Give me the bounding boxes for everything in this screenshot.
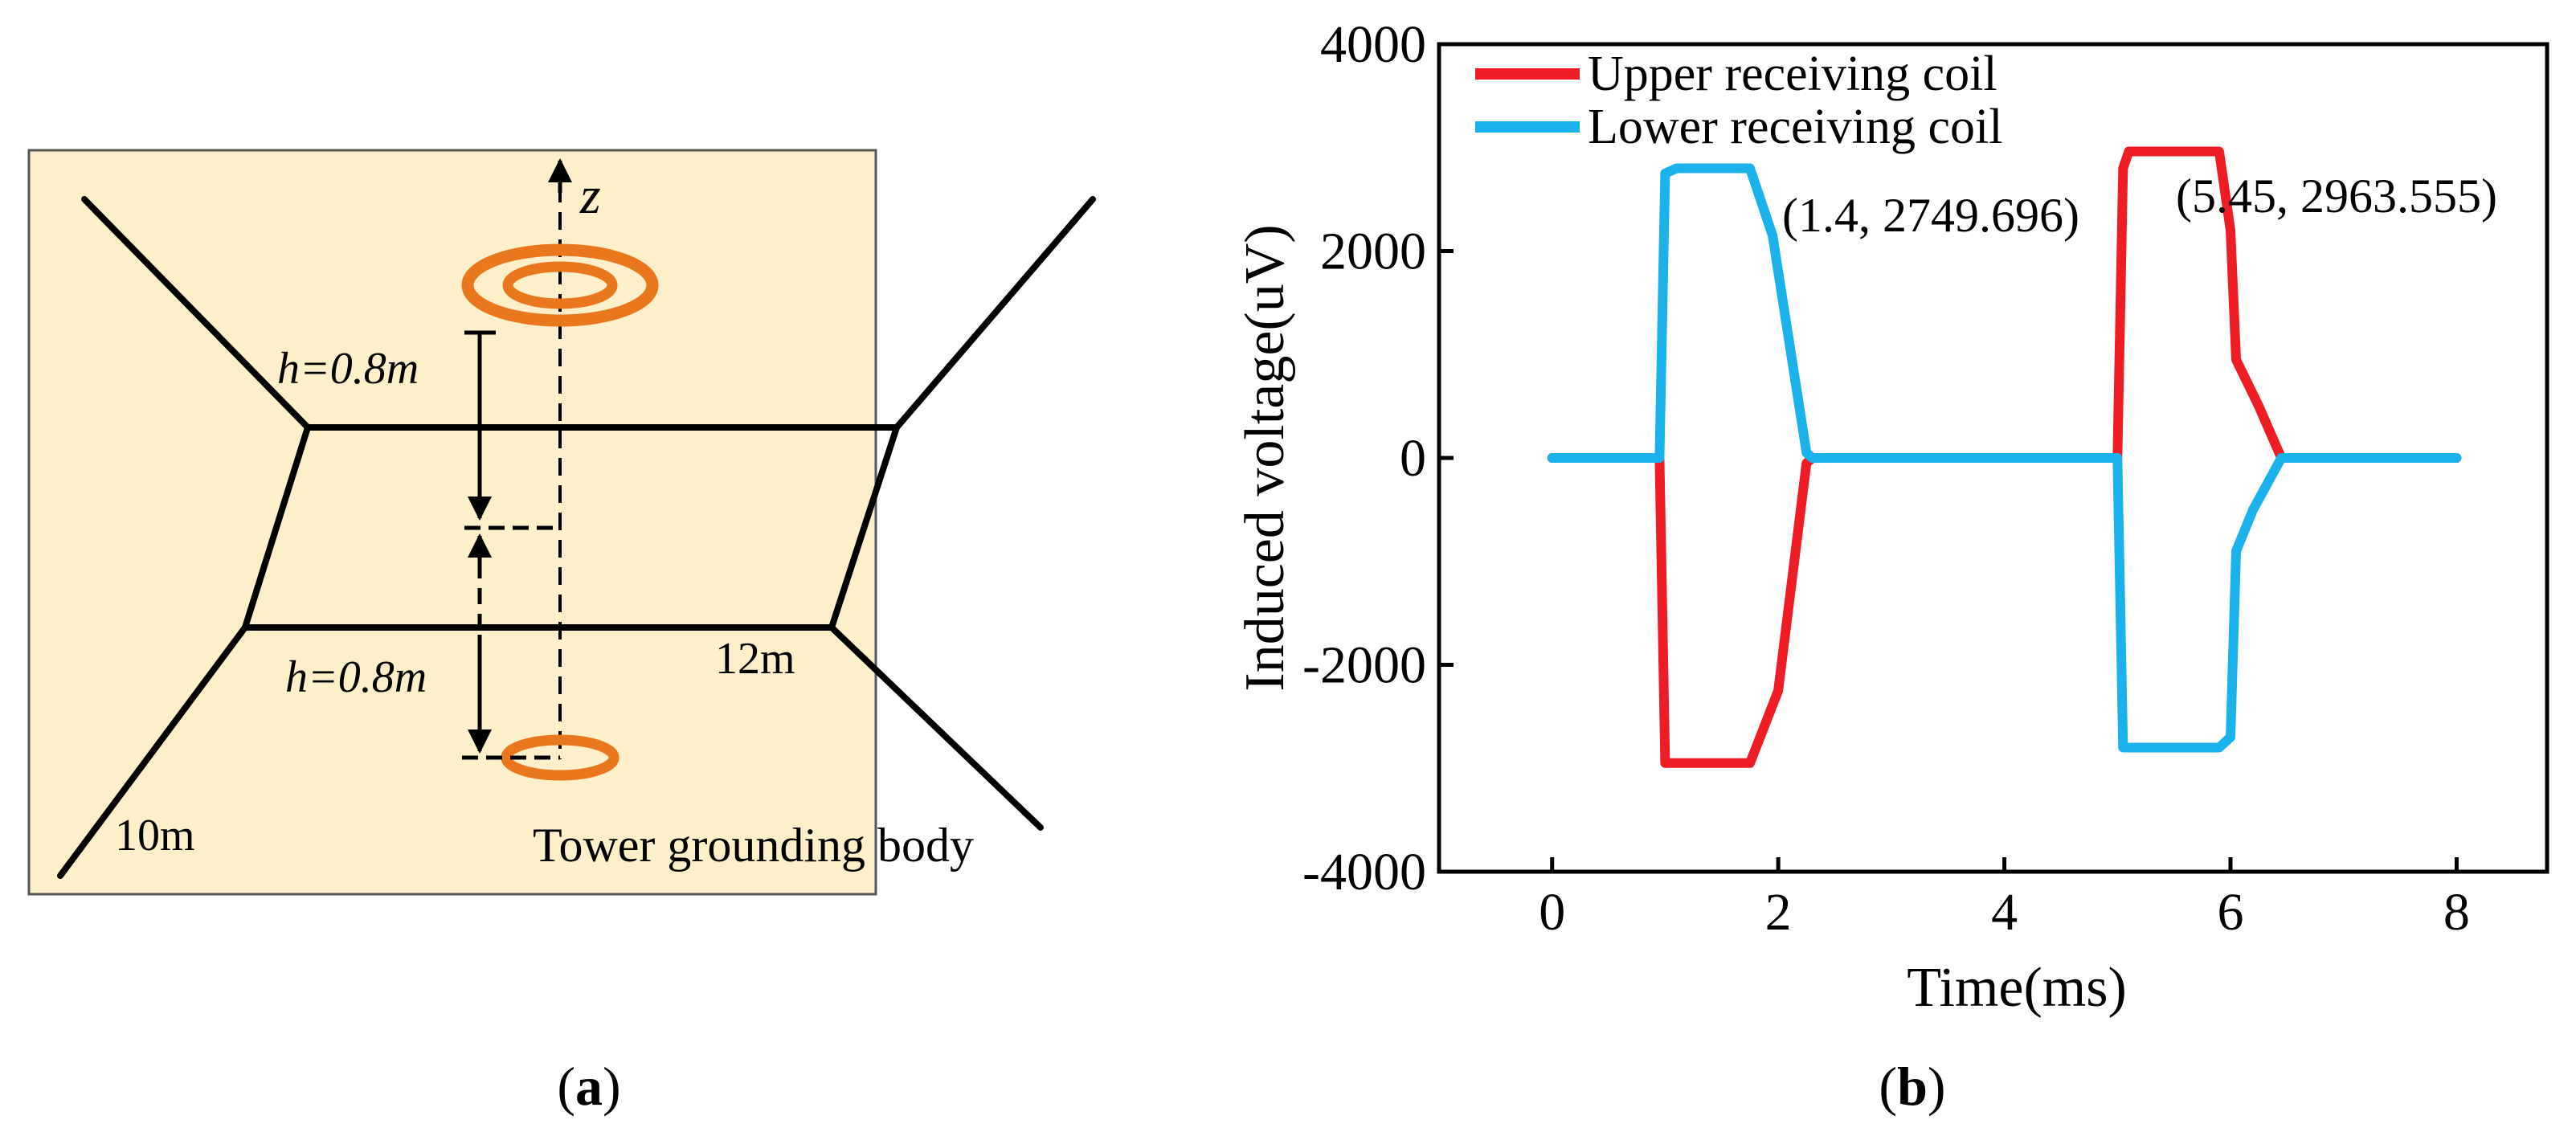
upper-right-leg [893,196,1096,431]
left-side-edge [242,424,311,631]
grounding-body-upper-frame [81,196,1096,431]
legend-label-lower: Lower receiving coil [1588,100,2002,154]
panel-a: z h=0.8m h=0.8m 12m 10m Tower grounding … [27,149,1096,1117]
grounding-body-lower-frame [57,424,1044,879]
grounding-body-label: Tower grounding body [533,819,974,872]
lower-left-leg [57,624,248,879]
right-side-edge [828,424,900,631]
x-tick-label: 0 [1539,883,1565,942]
x-tick-label: 4 [1991,883,2018,942]
length-label-10m: 10m [115,811,195,860]
x-axis: 0 2 4 6 8 [1539,857,2470,942]
panel-b-caption: (b) [1879,1056,1945,1117]
y-tick-label: -4000 [1302,843,1426,901]
annotation-peak-upper: (5.45, 2963.555) [2176,170,2497,223]
y-tick-label: 0 [1400,429,1426,488]
z-axis-label: z [579,166,601,225]
x-tick-label: 8 [2443,883,2470,942]
lower-right-leg [828,624,1044,831]
upper-coil-outer [461,243,659,327]
series-layer [1547,146,2462,768]
panel-b-chart: -4000 -2000 0 2000 4000 0 2 4 6 8 Time(ms) Induc… [1234,15,2549,1117]
panel-a-caption: (a) [557,1056,620,1117]
upper-coil-inner [502,261,618,309]
series-line-lower-receiving-coil [1547,163,2462,753]
upper-left-leg [81,196,311,431]
panel-a-background [27,149,877,896]
dimension-upper [464,330,560,562]
y-tick-label: 4000 [1320,15,1426,74]
legend-label-upper: Upper receiving coil [1588,47,1997,101]
legend: Upper receiving coil Lower receiving coi… [1475,47,2002,154]
y-axis-label: Induced voltage(uV) [1234,224,1296,691]
y-tick-label: -2000 [1302,636,1426,695]
lower-coil [501,734,619,781]
x-axis-label: Time(ms) [1907,957,2127,1019]
length-label-12m: 12m [715,634,795,684]
height-label-upper: h=0.8m [277,344,419,394]
x-tick-label: 2 [1765,883,1792,942]
y-tick-label: 2000 [1320,223,1426,281]
height-label-lower: h=0.8m [285,652,427,702]
x-tick-label: 6 [2218,883,2244,942]
dimension-lower [462,562,560,760]
annotation-peak-lower: (1.4, 2749.696) [1782,189,2079,242]
y-axis: -4000 -2000 0 2000 4000 [1302,15,1454,901]
